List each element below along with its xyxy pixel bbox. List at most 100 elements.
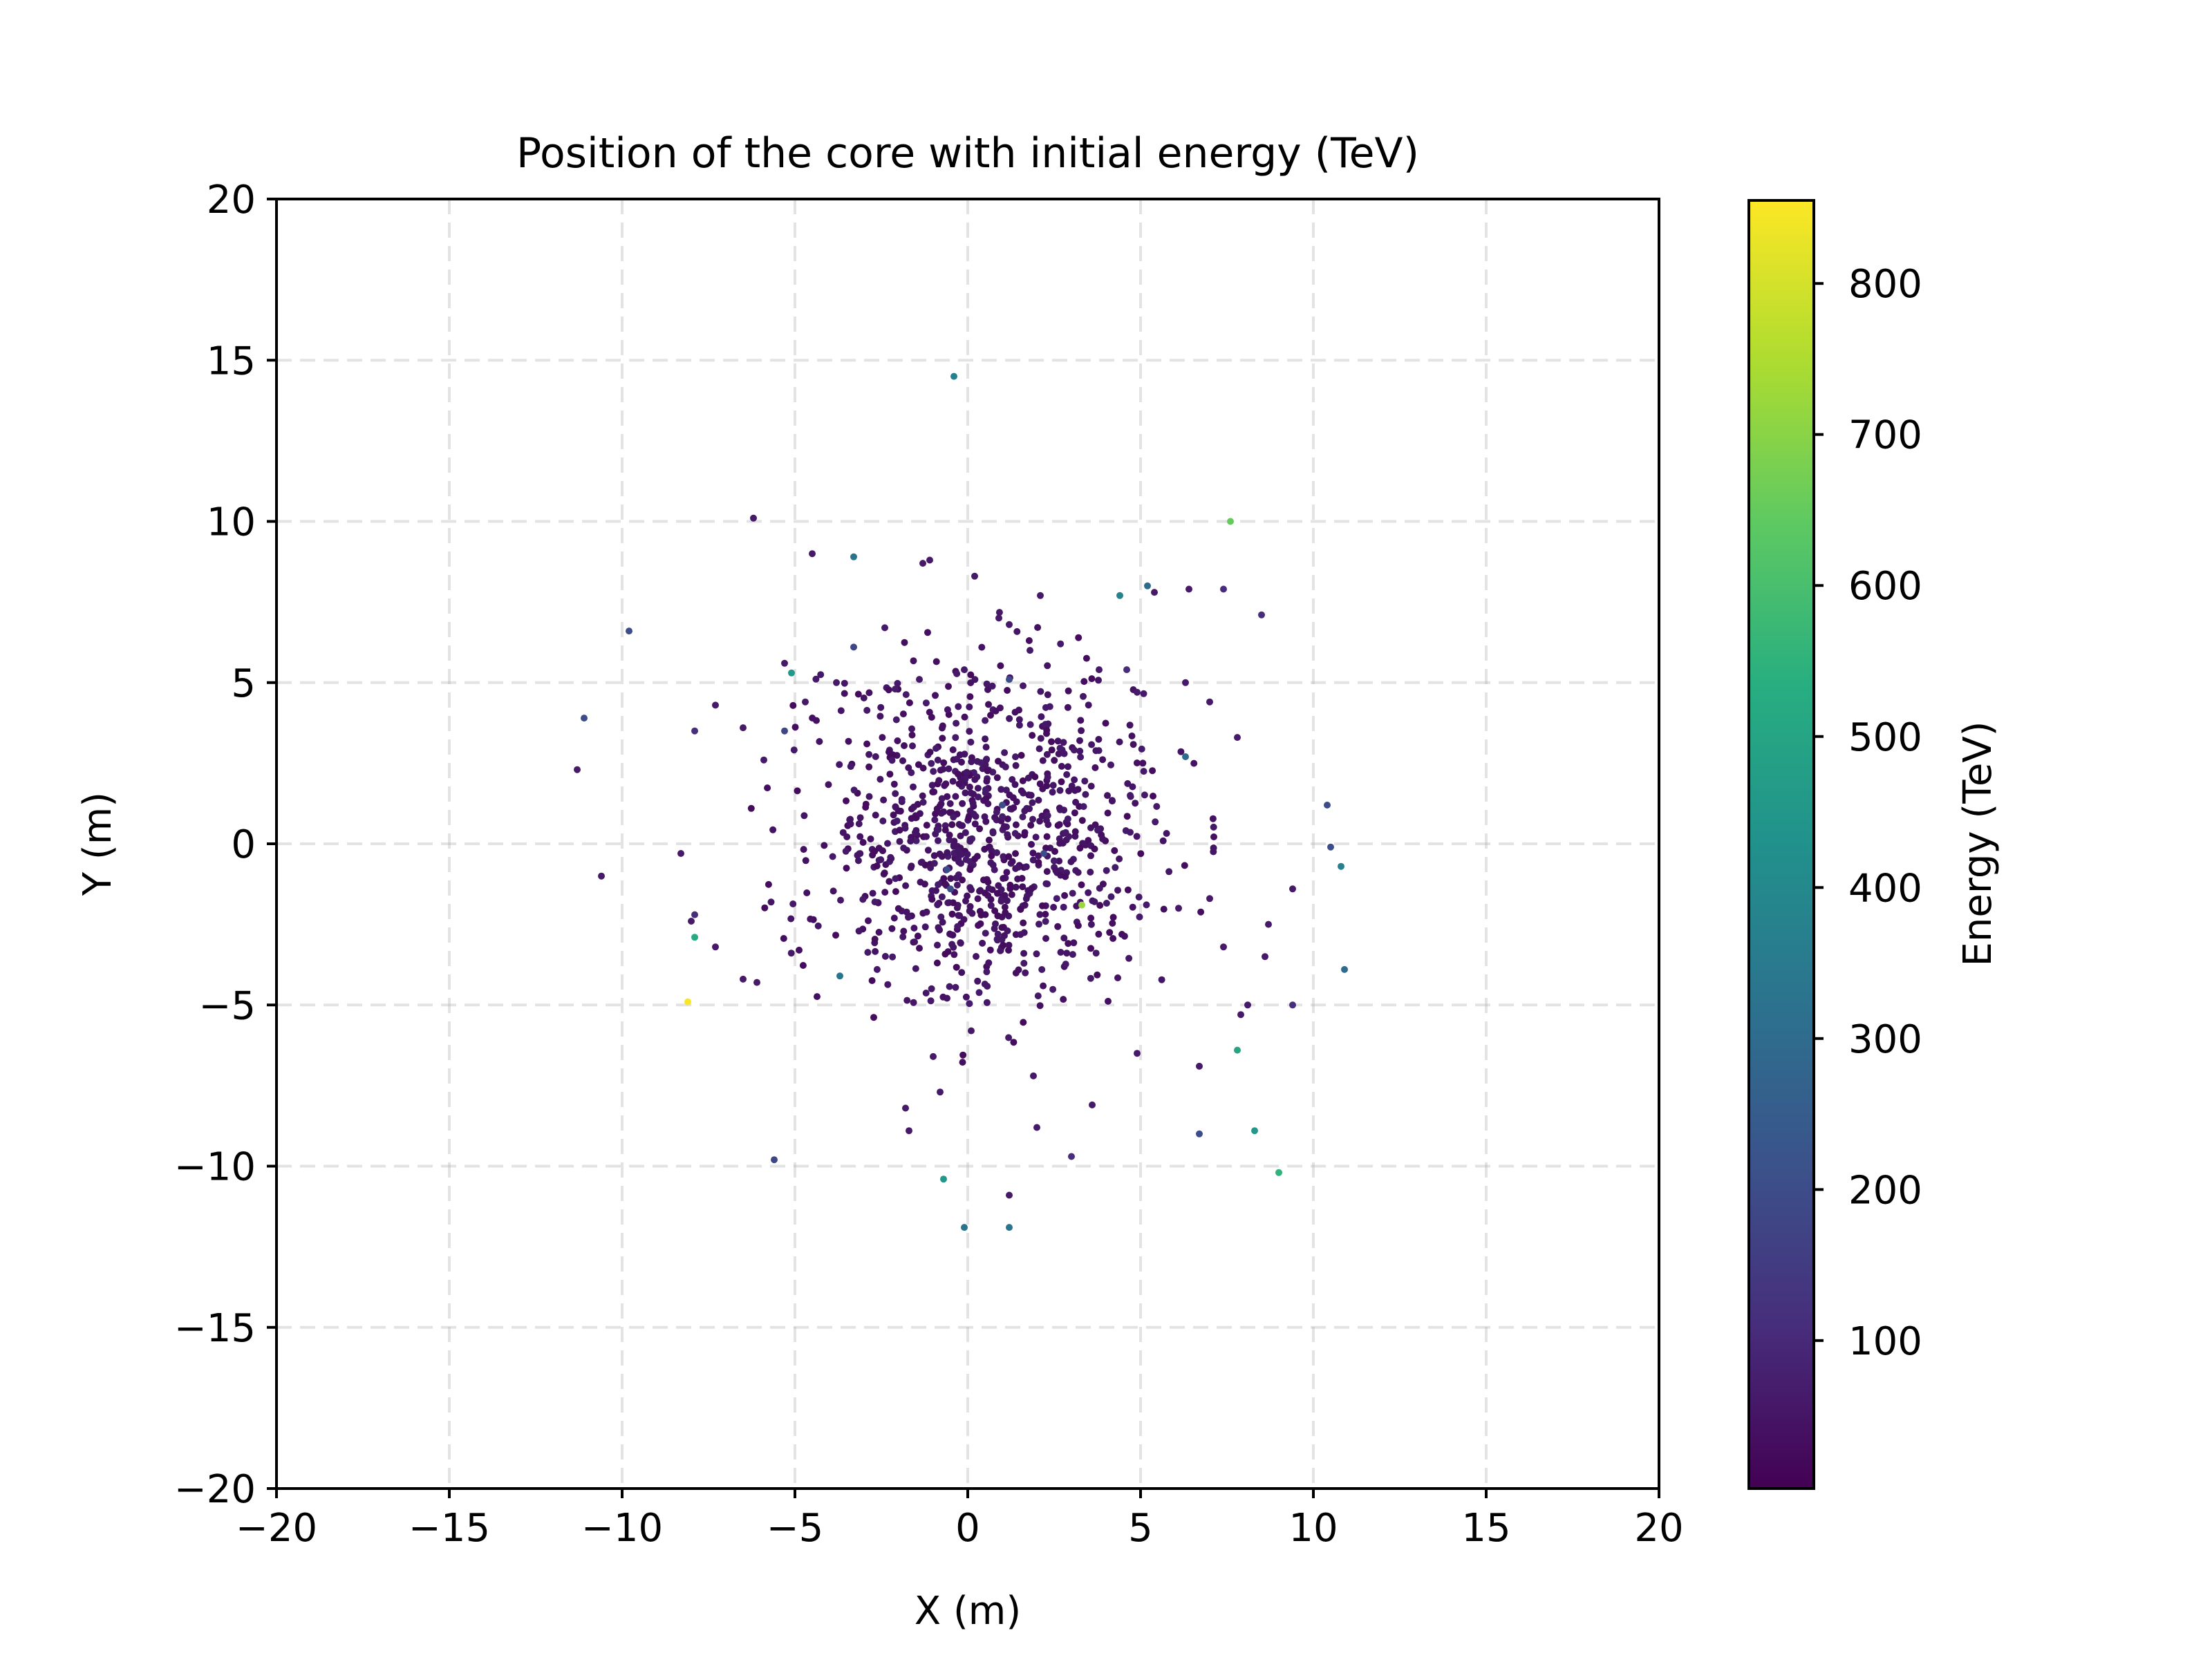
scatter-point — [1085, 837, 1092, 844]
scatter-point — [1262, 953, 1268, 961]
scatter-point — [1049, 985, 1057, 993]
scatter-point — [881, 889, 889, 896]
scatter-point — [1071, 776, 1078, 784]
scatter-point — [598, 872, 605, 880]
scatter-point — [1144, 582, 1151, 589]
scatter-point — [1251, 1127, 1258, 1135]
scatter-point — [997, 662, 1004, 670]
scatter-point — [1096, 666, 1103, 674]
scatter-point — [1027, 721, 1034, 728]
scatter-point — [1096, 885, 1103, 892]
scatter-point — [1046, 703, 1053, 710]
x-tick-label: 5 — [1128, 1506, 1153, 1551]
scatter-point — [940, 808, 948, 815]
scatter-point — [787, 950, 795, 957]
scatter-point — [984, 878, 992, 886]
scatter-point — [1227, 518, 1234, 525]
scatter-point — [1165, 868, 1173, 876]
scatter-point — [1133, 833, 1141, 840]
scatter-point — [1006, 1191, 1013, 1199]
scatter-point — [1080, 678, 1088, 686]
colorbar-frame — [1747, 199, 1815, 1490]
scatter-point — [935, 924, 942, 932]
scatter-point — [764, 784, 771, 792]
scatter-point — [950, 372, 957, 380]
scatter-point — [850, 786, 858, 794]
scatter-point — [1042, 911, 1049, 918]
scatter-point — [933, 959, 941, 967]
scatter-point — [1163, 830, 1170, 837]
scatter-point — [1234, 1046, 1241, 1054]
scatter-point — [910, 657, 917, 665]
scatter-point — [1027, 822, 1035, 829]
scatter-point — [1099, 835, 1107, 842]
scatter-point — [1001, 749, 1009, 757]
scatter-point — [1050, 903, 1058, 911]
scatter-point — [953, 670, 961, 677]
scatter-point — [1012, 821, 1020, 829]
scatter-point — [896, 838, 903, 845]
scatter-point — [846, 816, 854, 824]
scatter-point — [935, 881, 942, 889]
scatter-point — [1044, 720, 1052, 728]
scatter-point — [944, 706, 951, 713]
scatter-point — [1004, 815, 1011, 822]
scatter-point — [1071, 786, 1079, 794]
scatter-point — [971, 856, 979, 862]
scatter-point — [885, 686, 892, 694]
scatter-point — [982, 911, 989, 918]
scatter-point — [1102, 719, 1109, 727]
colorbar-tick-label: 100 — [1848, 1319, 1922, 1364]
scatter-point — [1087, 782, 1095, 790]
scatter-point — [1060, 903, 1067, 911]
scatter-point — [933, 805, 941, 813]
scatter-point — [740, 975, 747, 983]
scatter-point — [873, 965, 881, 973]
scatter-point — [962, 993, 970, 1001]
scatter-point — [807, 915, 814, 923]
scatter-point — [1057, 640, 1065, 648]
scatter-point — [1048, 746, 1056, 754]
scatter-point — [910, 803, 917, 811]
scatter-point — [691, 911, 698, 918]
scatter-point — [947, 885, 954, 893]
scatter-point — [1091, 764, 1099, 771]
scatter-point — [1022, 863, 1030, 871]
scatter-point — [1151, 589, 1158, 596]
scatter-point — [1095, 930, 1103, 938]
scatter-point — [940, 1175, 947, 1183]
scatter-point — [787, 915, 795, 923]
scatter-point — [934, 941, 941, 949]
scatter-point — [897, 807, 904, 815]
scatter-point — [1051, 757, 1058, 764]
scatter-point — [912, 827, 920, 834]
scatter-point — [894, 905, 902, 912]
scatter-point — [1044, 662, 1051, 670]
scatter-point — [1010, 804, 1018, 811]
scatter-point — [871, 847, 879, 855]
scatter-point — [1056, 786, 1064, 794]
scatter-point — [1109, 914, 1117, 921]
scatter-point — [959, 876, 966, 884]
scatter-point — [1042, 844, 1049, 852]
scatter-point — [1039, 757, 1047, 764]
scatter-point — [1029, 856, 1037, 864]
scatter-point — [986, 946, 994, 954]
scatter-point — [948, 821, 956, 829]
scatter-point — [1064, 815, 1071, 822]
scatter-point — [966, 693, 974, 701]
scatter-point — [1158, 976, 1165, 983]
scatter-point — [971, 572, 978, 580]
scatter-point — [1106, 929, 1114, 936]
scatter-point — [945, 765, 953, 773]
scatter-point — [937, 913, 945, 920]
scatter-point — [941, 950, 949, 958]
scatter-point — [1065, 763, 1071, 771]
scatter-point — [1109, 935, 1117, 942]
scatter-point — [1021, 829, 1029, 836]
scatter-point — [909, 742, 916, 750]
scatter-point — [800, 846, 807, 853]
scatter-point — [1087, 914, 1095, 922]
scatter-point — [908, 815, 915, 822]
scatter-point — [1104, 792, 1111, 800]
